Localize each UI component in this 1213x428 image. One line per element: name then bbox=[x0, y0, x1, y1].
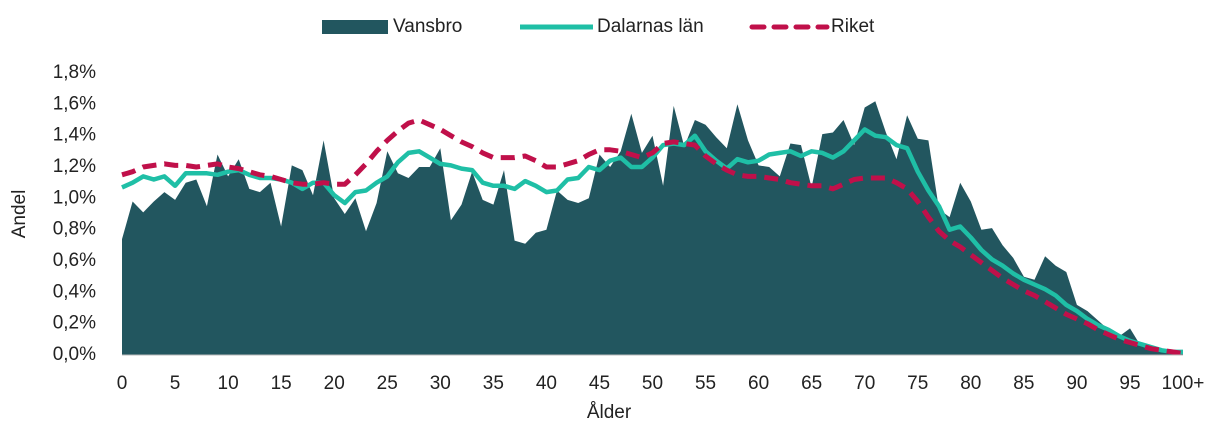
y-axis-label: Andel bbox=[9, 190, 30, 239]
x-tick-label: 45 bbox=[589, 373, 610, 394]
x-tick-label: 5 bbox=[170, 373, 181, 394]
y-tick-label: 0,0% bbox=[53, 344, 96, 365]
x-tick-label: 20 bbox=[324, 373, 345, 394]
x-tick-label: 75 bbox=[907, 373, 928, 394]
x-tick-label: 10 bbox=[218, 373, 239, 394]
x-tick-label: 65 bbox=[801, 373, 822, 394]
legend-swatch bbox=[322, 20, 388, 34]
x-tick-label: 70 bbox=[854, 373, 875, 394]
x-tick-label: 100+ bbox=[1162, 373, 1205, 394]
y-tick-label: 1,4% bbox=[53, 125, 96, 146]
x-tick-label: 85 bbox=[1013, 373, 1034, 394]
x-tick-label: 55 bbox=[695, 373, 716, 394]
x-tick-label: 80 bbox=[960, 373, 981, 394]
y-tick-label: 1,0% bbox=[53, 187, 96, 208]
x-tick-label: 95 bbox=[1119, 373, 1140, 394]
x-tick-label: 50 bbox=[642, 373, 663, 394]
x-tick-label: 90 bbox=[1066, 373, 1087, 394]
y-tick-label: 1,8% bbox=[53, 62, 96, 83]
y-tick-label: 0,2% bbox=[53, 313, 96, 334]
legend-label: Dalarnas län bbox=[597, 16, 704, 37]
x-tick-label: 15 bbox=[271, 373, 292, 394]
y-tick-label: 0,6% bbox=[53, 250, 96, 271]
area bbox=[122, 101, 1183, 355]
y-tick-label: 1,6% bbox=[53, 93, 96, 114]
x-tick-label: 25 bbox=[377, 373, 398, 394]
x-tick-label: 0 bbox=[117, 373, 128, 394]
legend-label: Riket bbox=[831, 16, 875, 37]
y-tick-label: 0,8% bbox=[53, 219, 96, 240]
x-tick-label: 60 bbox=[748, 373, 769, 394]
legend-label: Vansbro bbox=[393, 16, 462, 37]
x-tick-label: 40 bbox=[536, 373, 557, 394]
x-axis-label: Ålder bbox=[587, 402, 632, 423]
y-tick-label: 1,2% bbox=[53, 156, 96, 177]
y-tick-label: 0,4% bbox=[53, 281, 96, 302]
x-tick-label: 35 bbox=[483, 373, 504, 394]
x-tick-label: 30 bbox=[430, 373, 451, 394]
line bbox=[121, 127, 1183, 355]
line bbox=[121, 117, 1184, 356]
